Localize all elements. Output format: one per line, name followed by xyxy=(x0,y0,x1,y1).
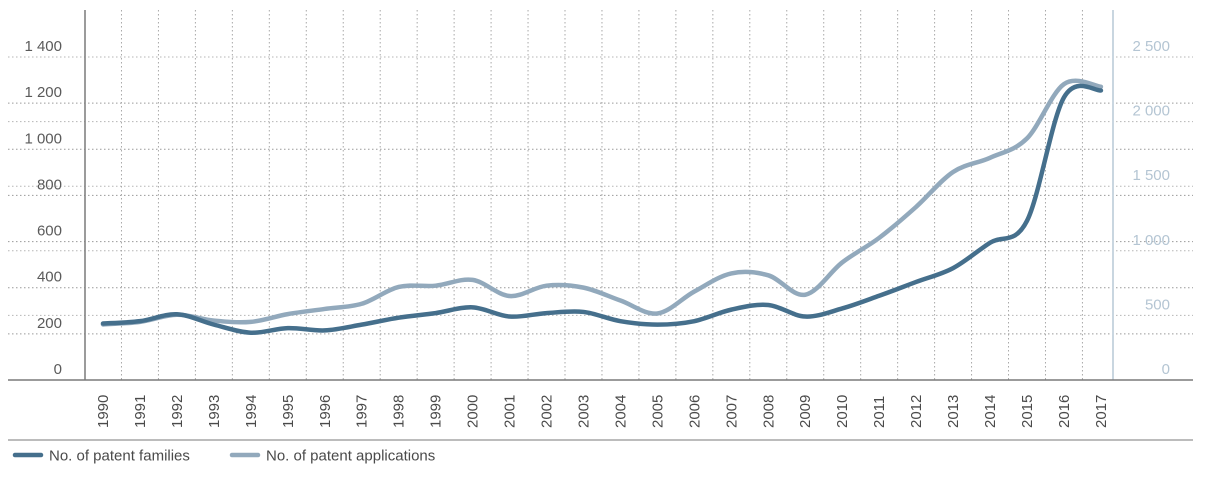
legend-item-patent-applications: No. of patent applications xyxy=(229,448,435,465)
series-line-patent-applications xyxy=(100,78,1104,327)
left-y-tick-label: 200 xyxy=(37,315,62,332)
x-tick-label: 1994 xyxy=(243,395,260,428)
x-tick-label: 2004 xyxy=(612,395,629,428)
axes xyxy=(8,10,1193,441)
x-tick-label: 2016 xyxy=(1056,395,1073,428)
series-lines xyxy=(100,78,1104,335)
left-y-tick-label: 800 xyxy=(37,176,62,193)
left-y-tick-label: 600 xyxy=(37,223,62,240)
grid-lines xyxy=(8,10,1193,380)
left-y-tick-label: 400 xyxy=(37,269,62,286)
left-y-tick-label: 0 xyxy=(54,361,62,378)
x-tick-label: 2009 xyxy=(797,395,814,428)
series-line-patent-families xyxy=(100,83,1104,335)
x-tick-label: 1999 xyxy=(428,395,445,428)
right-y-tick-label: 2 500 xyxy=(1132,38,1170,55)
x-tick-label: 2003 xyxy=(575,395,592,428)
x-tick-label: 1991 xyxy=(132,395,149,428)
legend-label: No. of patent applications xyxy=(266,448,435,465)
x-tick-label: 2006 xyxy=(686,395,703,428)
right-y-tick-label: 1 500 xyxy=(1132,167,1170,184)
legend-label: No. of patent families xyxy=(49,448,190,465)
right-y-tick-label: 2 000 xyxy=(1132,103,1170,120)
left-y-tick-label: 1 200 xyxy=(24,84,62,101)
x-tick-label: 2002 xyxy=(539,395,556,428)
x-tick-label: 2015 xyxy=(1019,395,1036,428)
x-tick-label: 2005 xyxy=(649,395,666,428)
left-y-axis-ticks: 0 200 400 600 800 1 000 1 200 1 400 xyxy=(24,38,62,378)
x-tick-label: 2011 xyxy=(871,396,888,428)
right-y-tick-label: 1 000 xyxy=(1132,232,1170,249)
x-tick-label: 2012 xyxy=(908,395,925,428)
x-tick-label: 2001 xyxy=(502,395,519,428)
x-tick-label: 1995 xyxy=(280,395,297,428)
left-y-tick-label: 1 400 xyxy=(24,38,62,55)
x-tick-label: 1998 xyxy=(391,395,408,428)
right-y-tick-label: 500 xyxy=(1145,296,1170,313)
legend: No. of patent families No. of patent appl… xyxy=(12,448,435,465)
x-tick-label: 2007 xyxy=(723,395,740,428)
x-tick-label: 1992 xyxy=(169,395,186,428)
x-tick-label: 2000 xyxy=(465,395,482,428)
right-y-tick-label: 0 xyxy=(1162,361,1170,378)
x-tick-label: 2010 xyxy=(834,395,851,428)
x-tick-label: 2017 xyxy=(1093,395,1110,428)
x-tick-label: 2014 xyxy=(982,395,999,428)
x-tick-label: 1990 xyxy=(95,395,112,428)
legend-item-patent-families: No. of patent families xyxy=(12,448,190,465)
left-y-tick-label: 1 000 xyxy=(24,130,62,147)
x-tick-label: 1993 xyxy=(206,395,223,428)
x-axis-ticks: 1990 1991 1992 1993 1994 1995 1996 1997 1998 1999… xyxy=(95,395,1110,428)
x-tick-label: 2008 xyxy=(760,395,777,428)
right-y-axis-ticks: 0 500 1 000 1 500 2 000 2 500 xyxy=(1132,38,1170,378)
x-tick-label: 1997 xyxy=(354,395,371,428)
x-tick-label: 1996 xyxy=(317,395,334,428)
x-tick-label: 2013 xyxy=(945,395,962,428)
